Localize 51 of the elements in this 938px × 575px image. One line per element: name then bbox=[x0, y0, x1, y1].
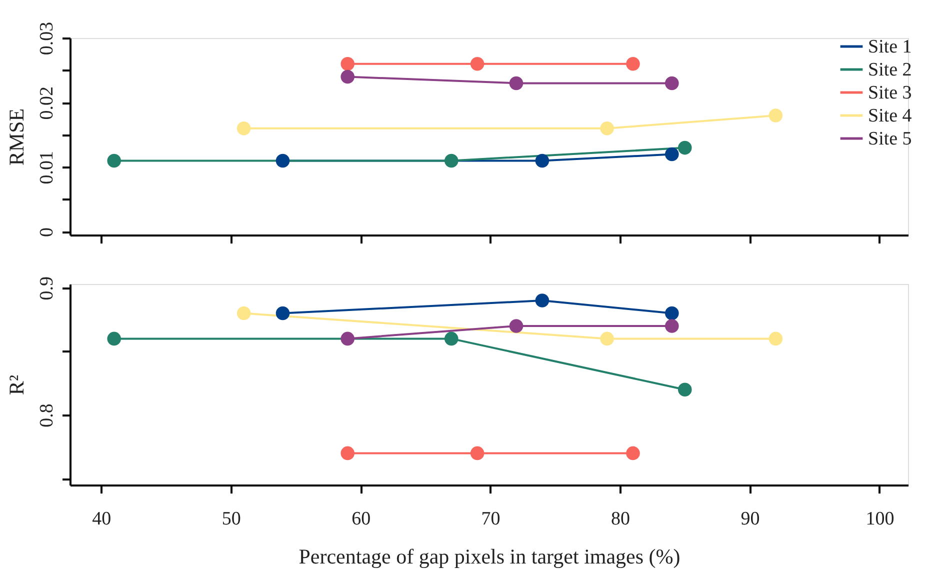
point bbox=[678, 382, 692, 396]
point bbox=[600, 332, 614, 346]
point bbox=[678, 140, 692, 155]
x-tick-label: 60 bbox=[352, 508, 371, 530]
point bbox=[768, 332, 783, 346]
point bbox=[535, 294, 550, 308]
point bbox=[470, 446, 484, 460]
point bbox=[665, 76, 679, 90]
point bbox=[626, 446, 640, 460]
point bbox=[340, 446, 354, 460]
x-tick-label: 40 bbox=[92, 508, 112, 530]
y-tick-label: 0.9 bbox=[36, 276, 58, 300]
x-tick-label: 90 bbox=[740, 508, 760, 530]
point bbox=[340, 70, 354, 84]
point bbox=[340, 56, 354, 71]
point bbox=[470, 56, 484, 71]
x-axis-title: Percentage of gap pixels in target images (%) bbox=[298, 544, 680, 568]
point bbox=[665, 306, 679, 320]
point bbox=[626, 56, 640, 71]
legend-label: Site 1 bbox=[868, 36, 912, 58]
point bbox=[340, 332, 354, 346]
point bbox=[107, 154, 121, 168]
point bbox=[236, 122, 251, 136]
legend-label: Site 2 bbox=[868, 60, 912, 80]
x-tick-label: 50 bbox=[222, 508, 241, 530]
point bbox=[665, 319, 679, 333]
legend-label: Site 4 bbox=[868, 106, 912, 126]
point bbox=[236, 306, 251, 320]
point bbox=[535, 154, 550, 168]
y-tick-label: 0.02 bbox=[36, 86, 58, 120]
point bbox=[665, 147, 679, 162]
x-tick-label: 100 bbox=[866, 508, 894, 530]
y-axis-title: RMSE bbox=[4, 108, 28, 166]
point bbox=[600, 122, 614, 136]
point bbox=[444, 332, 458, 346]
legend-label: Site 3 bbox=[868, 82, 912, 104]
point bbox=[276, 306, 290, 320]
legend-label: Site 5 bbox=[868, 128, 912, 150]
point bbox=[509, 319, 524, 333]
y-tick-label: 0.03 bbox=[36, 22, 58, 56]
y-tick-label: 0.8 bbox=[36, 404, 58, 428]
x-tick-label: 70 bbox=[481, 508, 500, 530]
x-tick-label: 80 bbox=[611, 508, 630, 530]
point bbox=[509, 76, 524, 90]
point bbox=[444, 154, 458, 168]
point bbox=[107, 332, 121, 346]
point bbox=[768, 108, 783, 122]
y-axis-title: R² bbox=[4, 374, 28, 396]
y-tick-label: 0.01 bbox=[36, 151, 58, 184]
point bbox=[276, 154, 290, 168]
y-tick-label: 0 bbox=[36, 228, 58, 238]
